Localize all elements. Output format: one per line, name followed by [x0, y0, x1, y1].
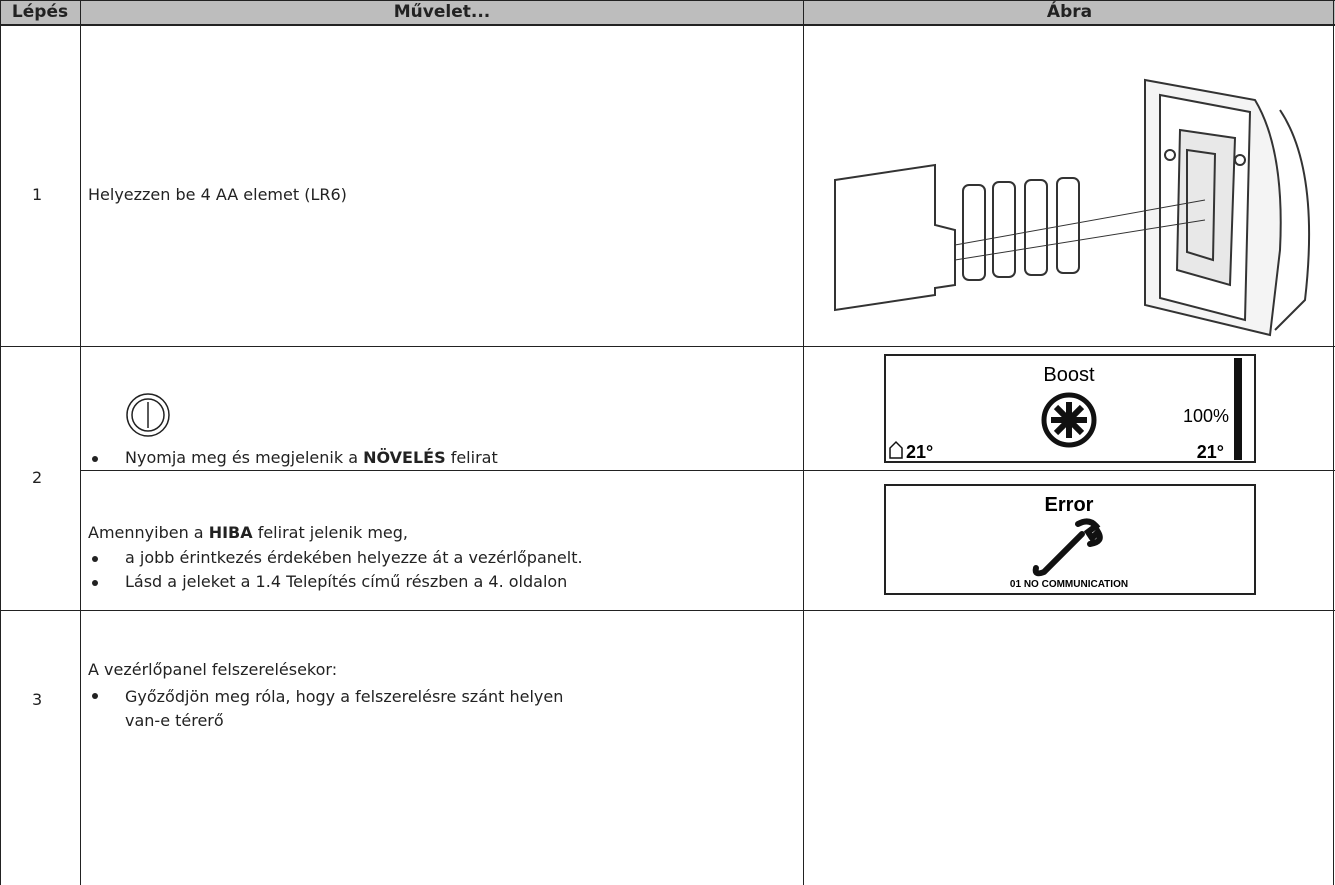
boost-display: Boost 100% 21° 21° [884, 354, 1256, 463]
rule [0, 610, 1335, 611]
rule [80, 0, 81, 885]
rule [1333, 0, 1334, 885]
rule [0, 346, 1335, 347]
bullet-text: a jobb érintkezés érdekében helyezze át … [125, 548, 583, 567]
header-step: Lépés [0, 0, 80, 24]
battery-illustration [834, 78, 1311, 337]
bullet [92, 580, 98, 586]
rule [0, 0, 1, 885]
bold-text: NÖVELÉS [363, 448, 446, 467]
text: Amennyiben a [88, 523, 209, 542]
action-text: Nyomja meg és megjelenik a NÖVELÉS felir… [125, 448, 498, 467]
step: 1 [32, 185, 43, 204]
power-icon [126, 393, 170, 437]
bullet-text: Győződjön meg róla, hogy a felszerelésre… [125, 687, 564, 730]
header-action: Művelet... [81, 0, 803, 24]
rule [0, 24, 1335, 26]
error-display: Error 01 NO COMMUNICATION [884, 484, 1256, 595]
rule [0, 0, 1335, 1]
display-message: 01 NO COMMUNICATION [1010, 579, 1128, 590]
step: 3 [32, 690, 43, 709]
text: felirat jelenik meg, [252, 523, 408, 542]
action-text: A vezérlőpanel felszerelésekor: [88, 660, 338, 679]
display-level: 100% [1183, 406, 1229, 426]
display-title: Error [1045, 494, 1094, 516]
display-outdoor: 21° [1197, 442, 1224, 462]
text: Nyomja meg és megjelenik a [125, 448, 364, 467]
bullet-text: Lásd a jeleket a 1.4 Telepítés című rész… [125, 572, 568, 591]
header-figure: Ábra [804, 0, 1335, 24]
display-indoor: 21° [906, 442, 933, 462]
bullet [92, 693, 98, 699]
text: felirat [445, 448, 498, 467]
action-text: Amennyiben a HIBA felirat jelenik meg, [88, 523, 408, 542]
rule [80, 470, 1335, 471]
bold-text: HIBA [208, 523, 253, 542]
action-text: Helyezzen be 4 AA elemet (LR6) [88, 185, 347, 204]
step: 2 [32, 468, 43, 487]
display-title: Boost [1043, 364, 1095, 386]
bullet [92, 556, 98, 562]
rule [803, 0, 804, 885]
bullet [92, 456, 98, 462]
